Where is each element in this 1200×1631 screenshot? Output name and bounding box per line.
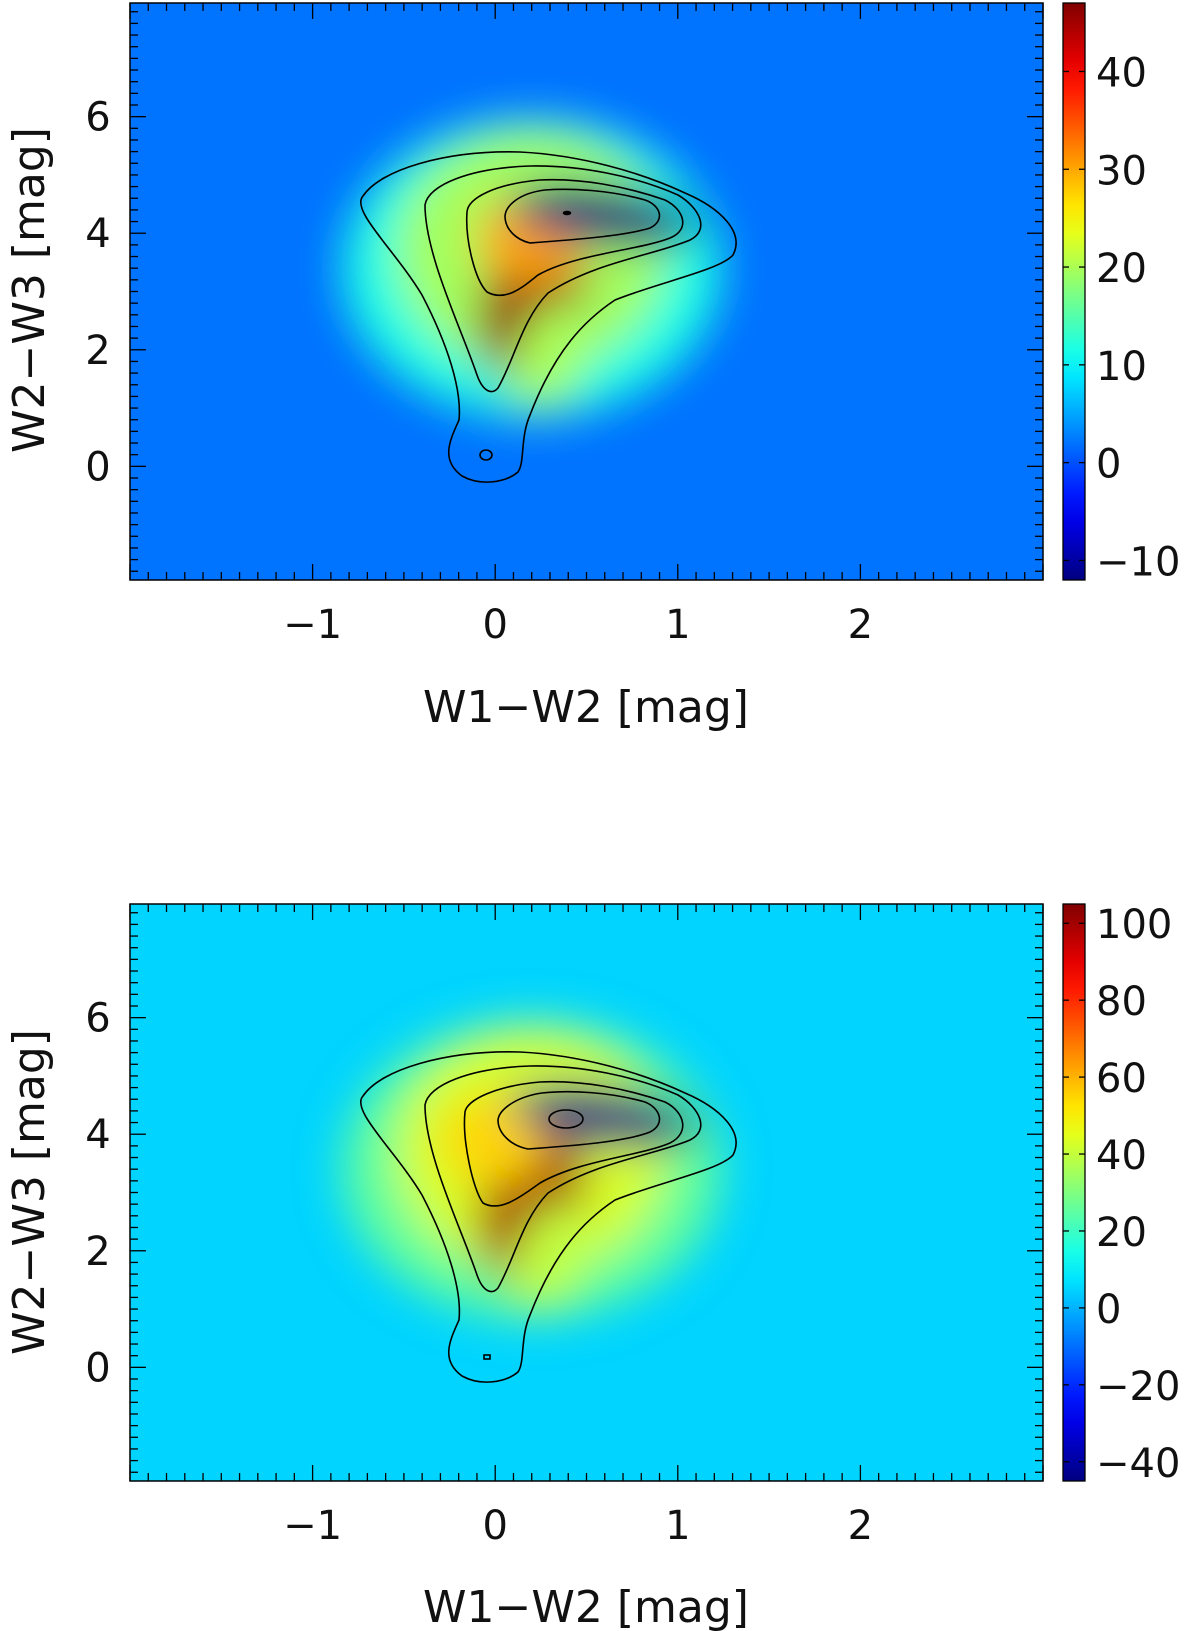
bottom-colorbar-tick-label: 20 <box>1096 1210 1147 1256</box>
top-y-tick-label: 0 <box>85 444 110 490</box>
bottom-colorbar-tick-labels: −40 −20 0 20 40 60 80 100 <box>1096 902 1180 1487</box>
top-x-tick-labels: −1 0 1 2 <box>283 602 873 648</box>
top-colorbar: −10 0 10 20 30 40 <box>1062 2 1180 585</box>
bottom-x-axis-label: W1−W2 [mag] <box>423 1582 749 1631</box>
bottom-colorbar-tick-label: 80 <box>1096 979 1147 1025</box>
top-colorbar-frame <box>1062 2 1086 581</box>
top-y-tick-label: 6 <box>85 95 110 141</box>
bottom-x-tick-label: −1 <box>283 1503 342 1549</box>
top-contour-3 <box>465 178 684 297</box>
top-contour-tail-loop <box>479 449 493 461</box>
bottom-colorbar-ticks <box>1063 922 1085 1463</box>
top-x-axis-ticks <box>129 3 1044 580</box>
bottom-panel: −1 0 1 2 0 2 4 6 W1−W2 [mag] W2−W3 [mag] −40 −2… <box>4 902 1180 1631</box>
top-colorbar-ticks <box>1063 70 1085 562</box>
bottom-negative-trough <box>510 1086 699 1148</box>
bottom-y-tick-label: 6 <box>85 996 110 1042</box>
bottom-heatmap <box>130 904 1043 1481</box>
top-heatmap-features <box>341 118 722 419</box>
bottom-heatmap-features <box>341 1019 722 1320</box>
top-positive-tail <box>512 302 588 409</box>
bottom-x-tick-labels: −1 0 1 2 <box>283 1503 873 1549</box>
top-colorbar-tick-label: 0 <box>1096 442 1121 488</box>
top-contour-peak <box>562 210 572 216</box>
top-x-tick-label: −1 <box>283 602 342 648</box>
bottom-y-tick-label: 2 <box>85 1229 110 1275</box>
top-colorbar-tick-label: −10 <box>1096 539 1180 585</box>
top-colorbar-tick-label: 20 <box>1096 246 1147 292</box>
top-colorbar-tick-labels: −10 0 10 20 30 40 <box>1096 50 1180 585</box>
top-contours <box>360 151 737 483</box>
bottom-x-tick-label: 1 <box>665 1503 690 1549</box>
top-colorbar-gradient <box>1063 3 1085 580</box>
top-y-tick-label: 4 <box>85 211 110 257</box>
bottom-colorbar-tick-label: −40 <box>1096 1441 1180 1487</box>
top-y-tick-label: 2 <box>85 328 110 374</box>
top-contour-4 <box>504 188 661 244</box>
bottom-contour-peak <box>548 1109 584 1129</box>
bottom-colorbar-tick-label: 60 <box>1096 1056 1147 1102</box>
top-heatmap <box>130 3 1043 580</box>
top-x-tick-label: 2 <box>848 602 873 648</box>
bottom-x-tick-label: 2 <box>848 1503 873 1549</box>
top-colorbar-tick-label: 10 <box>1096 344 1147 390</box>
top-contour-2 <box>424 165 702 393</box>
bottom-colorbar: −40 −20 0 20 40 60 80 100 <box>1062 902 1180 1487</box>
bottom-colorbar-tick-label: 0 <box>1096 1287 1121 1333</box>
bottom-y-tick-label: 0 <box>85 1345 110 1391</box>
bottom-y-tick-label: 4 <box>85 1112 110 1158</box>
bottom-y-tick-labels: 0 2 4 6 <box>85 996 110 1392</box>
bottom-contour-outer <box>360 1051 737 1383</box>
bottom-colorbar-tick-label: 100 <box>1096 902 1172 948</box>
top-y-tick-labels: 0 2 4 6 <box>85 95 110 491</box>
top-y-axis-ticks <box>130 11 1043 572</box>
bottom-x-axis-ticks <box>129 904 1044 1481</box>
bottom-colorbar-tick-label: 40 <box>1096 1133 1147 1179</box>
top-x-tick-label: 1 <box>665 602 690 648</box>
top-negative-trough <box>510 185 699 247</box>
top-colorbar-tick-label: 30 <box>1096 148 1147 194</box>
top-colorbar-tick-label: 40 <box>1096 50 1147 96</box>
bottom-colorbar-frame <box>1062 903 1086 1482</box>
bottom-colorbar-tick-label: −20 <box>1096 1364 1180 1410</box>
bottom-y-axis-label: W2−W3 [mag] <box>4 1029 55 1355</box>
top-y-axis-label: W2−W3 [mag] <box>4 127 55 453</box>
bottom-contour-2 <box>424 1065 702 1293</box>
bottom-y-axis-ticks <box>130 912 1043 1473</box>
bottom-contour-3 <box>463 1080 684 1207</box>
top-x-tick-label: 0 <box>482 602 507 648</box>
bottom-x-tick-label: 0 <box>482 1503 507 1549</box>
bottom-positive-tail <box>512 1203 588 1310</box>
top-contour-outer <box>360 151 737 483</box>
bottom-contour-4 <box>497 1090 661 1150</box>
bottom-colorbar-gradient <box>1063 904 1085 1481</box>
top-x-axis-label: W1−W2 [mag] <box>423 682 749 733</box>
bottom-contours <box>360 1051 737 1383</box>
bottom-contour-tail-loop <box>483 1354 491 1360</box>
